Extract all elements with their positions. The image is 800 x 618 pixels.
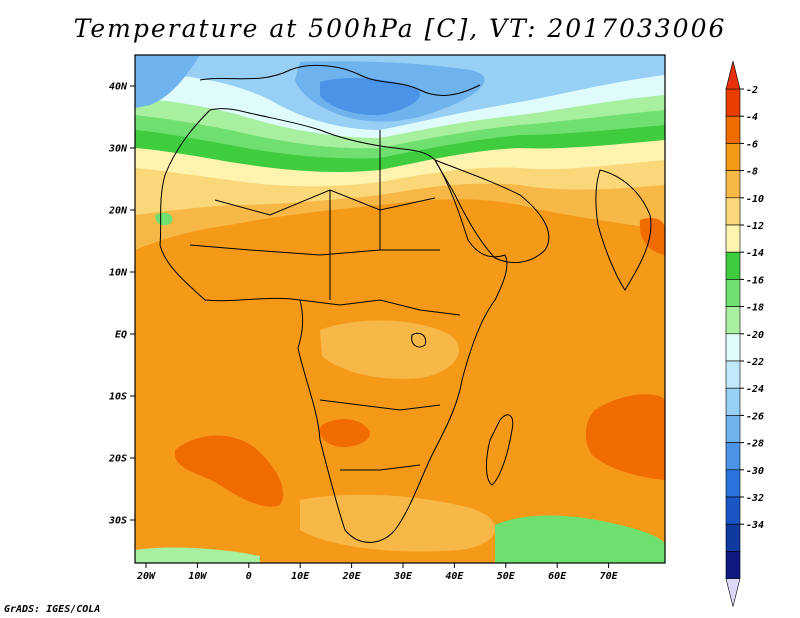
coastline-arabia <box>433 159 550 263</box>
colorbar-label: -8 <box>746 167 758 178</box>
field-orange-light-interior <box>320 320 459 379</box>
field-green-south-light <box>135 547 260 563</box>
lat-tick-label: 30S <box>108 516 127 527</box>
lon-tick-label: 70E <box>600 571 619 582</box>
colorbar-label: -32 <box>746 493 764 504</box>
colorbar-swatch <box>725 88 741 117</box>
field-orange-dark-se <box>585 394 665 480</box>
lat-tick-label: 20N <box>108 206 128 217</box>
border-south <box>319 399 441 471</box>
longitude-axis: 20W 10W 0 10E 20E 30E 40E 50E 60E 70E <box>136 563 619 582</box>
field-orange-dark-sw <box>174 435 284 507</box>
colorbar-swatch <box>725 496 741 525</box>
colorbar-label: -4 <box>746 112 758 123</box>
coastline-europe <box>199 65 481 96</box>
colorbar-label: -10 <box>746 194 764 205</box>
field-orange-dark-central <box>319 419 371 448</box>
colorbar-label: -24 <box>746 384 764 395</box>
lon-tick-label: 20E <box>342 571 362 582</box>
colorbar-swatch <box>725 115 741 144</box>
plot-frame <box>134 54 666 564</box>
colorbar-label: -22 <box>746 357 764 368</box>
colorbar: -2 -4 -6 -8 -10 -12 -14 -16 -18 -20 -22 -24 -26 -28 -3… <box>725 60 764 607</box>
colorbar-bottom-arrow <box>725 578 741 607</box>
colorbar-swatch <box>725 551 741 579</box>
lat-tick-label: 20S <box>108 454 127 465</box>
colorbar-swatch <box>725 170 741 199</box>
colorbar-label: -16 <box>746 275 764 286</box>
map-title: Temperature at 500hPa [C], VT: 201703300… <box>73 14 727 43</box>
colorbar-swatch <box>725 523 741 552</box>
colorbar-swatch <box>725 360 741 389</box>
field-orange-light-south <box>300 494 496 552</box>
lon-tick-label: 20W <box>136 571 156 582</box>
colorbar-swatch <box>725 387 741 416</box>
lat-tick-label: EQ <box>115 330 127 341</box>
colorbar-label: -2 <box>746 85 758 96</box>
field-orange-dark-ne <box>639 218 665 255</box>
colorbar-label: -34 <box>746 520 764 531</box>
colorbar-swatch <box>725 333 741 362</box>
colorbar-swatch <box>725 197 741 226</box>
colorbar-swatch <box>725 442 741 471</box>
colorbar-swatch <box>725 306 741 335</box>
lat-tick-label: 10N <box>109 268 128 279</box>
lon-tick-label: 30E <box>393 571 413 582</box>
lon-tick-label: 50E <box>497 571 516 582</box>
colorbar-label: -20 <box>746 330 764 341</box>
lon-tick-label: 10W <box>188 571 207 582</box>
lon-tick-label: 60E <box>548 571 567 582</box>
lat-tick-label: 30N <box>108 144 128 155</box>
colorbar-swatch <box>725 279 741 307</box>
coastline-africa <box>159 108 508 543</box>
colorbar-label: -14 <box>746 248 764 259</box>
colorbar-label: -26 <box>746 411 764 422</box>
colorbar-label: -28 <box>746 439 764 450</box>
lat-tick-label: 40N <box>109 82 128 93</box>
lat-tick-label: 10S <box>109 392 127 403</box>
lon-tick-label: 40E <box>445 571 464 582</box>
field-green-patch-west <box>155 212 173 226</box>
border-sahel <box>189 244 440 256</box>
colorbar-label: -12 <box>746 221 764 232</box>
field-cold-east <box>519 55 640 91</box>
field-green-south <box>495 515 665 563</box>
colorbar-top-arrow <box>725 60 741 90</box>
coastline-india <box>595 169 652 291</box>
lon-tick-label: 0 <box>246 571 252 582</box>
colorbar-swatch <box>725 143 741 171</box>
lake-victoria <box>411 332 427 348</box>
lon-tick-label: 10E <box>291 571 310 582</box>
latitude-axis: 40N 30N 20N 10N EQ 10S 20S 30S <box>108 82 135 527</box>
grads-credit: GrADS: IGES/COLA <box>4 604 101 615</box>
colorbar-label: -30 <box>746 466 764 477</box>
border-meridian <box>329 130 381 300</box>
border-central <box>299 299 461 316</box>
colorbar-swatch <box>725 251 741 280</box>
coastline-madagascar <box>486 414 514 486</box>
colorbar-swatch <box>725 469 741 498</box>
colorbar-swatch <box>725 224 741 253</box>
colorbar-label: -18 <box>746 303 764 314</box>
field-cold-core-2 <box>320 78 421 116</box>
colorbar-label: -6 <box>746 139 758 150</box>
field-cold-west <box>135 55 200 108</box>
colorbar-swatch <box>725 415 741 443</box>
